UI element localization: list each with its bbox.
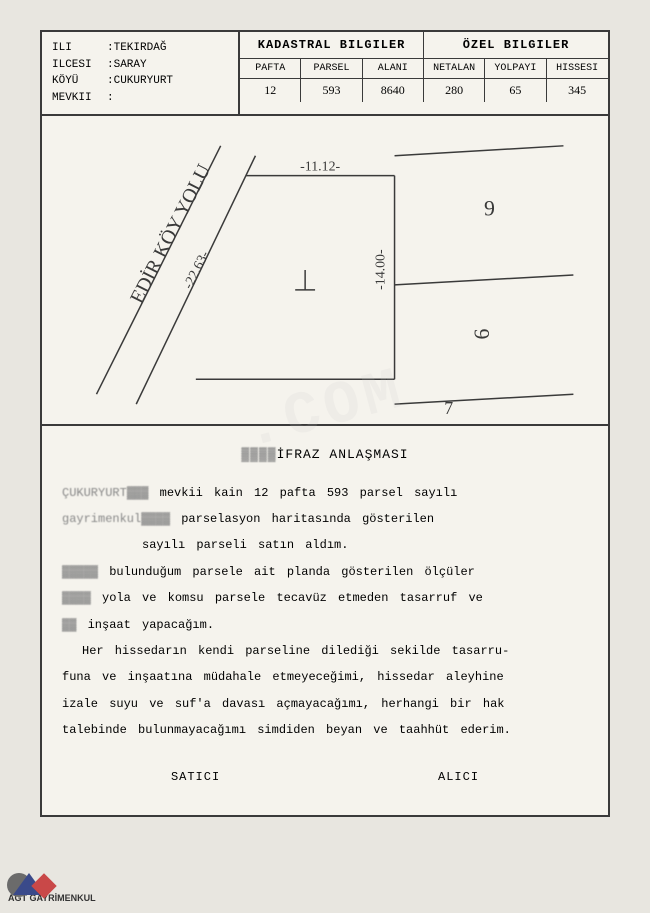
agt-logo: AGT GAYRİMENKUL: [5, 861, 96, 903]
agreement-line1: mevkii kain 12 pafta 593 parsel sayılı: [160, 486, 458, 500]
val-pafta: 12: [240, 79, 301, 102]
agreement-section: ▓▓▓▓İFRAZ ANLAŞMASI ÇUKURYURT▓▓▓ mevkii …: [42, 426, 608, 815]
col-hissesi: HISSESI: [547, 59, 608, 78]
header-section: ILI : TEKIRDAĞ ILCESI : SARAY KÖYÜ : CUK…: [42, 32, 608, 116]
val-yolpayi: 65: [485, 79, 546, 102]
agreement-line5: yola ve komsu parsele tecavüz etmeden ta…: [102, 591, 483, 605]
koyu-value: CUKURYURT: [114, 73, 173, 90]
koyu-label: KÖYÜ: [52, 73, 107, 90]
label-6: 6: [470, 329, 494, 340]
val-parsel: 593: [301, 79, 362, 102]
agreement-body: ÇUKURYURT▓▓▓ mevkii kain 12 pafta 593 pa…: [62, 480, 588, 744]
mevkii-label: MEVKII: [52, 90, 107, 107]
val-netalan: 280: [424, 79, 485, 102]
road-label: EDİR KÖY YOLU: [126, 161, 215, 307]
agreement-line2: parselasyon haritasında gösterilen: [181, 512, 434, 526]
alici-label: ALICI: [438, 764, 479, 790]
col-parsel: PARSEL: [301, 59, 362, 78]
signatures: SATICI ALICI: [62, 764, 588, 790]
logo-icon: [5, 865, 60, 900]
agreement-line10: talebinde bulunmayacağımı simdiden beyan…: [62, 723, 511, 737]
satici-label: SATICI: [171, 764, 220, 790]
col-alani: ALANI: [363, 59, 424, 78]
dim-left: -22.63-: [181, 248, 213, 291]
kadastral-header: KADASTRAL BILGILER: [240, 32, 424, 58]
agreement-line9: izale suyu ve suf'a davası açmayacağımı,…: [62, 697, 504, 711]
data-table: KADASTRAL BILGILER ÖZEL BILGILER PAFTA P…: [240, 32, 608, 114]
col-netalan: NETALAN: [424, 59, 485, 78]
ilcesi-value: SARAY: [114, 57, 147, 74]
il-label: ILI: [52, 40, 107, 57]
col-yolpayi: YOLPAYI: [485, 59, 546, 78]
label-7: 7: [444, 398, 453, 418]
val-hissesi: 345: [547, 79, 608, 102]
ilcesi-label: ILCESI: [52, 57, 107, 74]
il-value: TEKIRDAĞ: [114, 40, 167, 57]
agreement-line7: Her hissedarın kendi parseline dilediği …: [82, 644, 509, 658]
dim-top: -11.12-: [300, 160, 340, 175]
dim-right: -14.00-: [374, 249, 389, 290]
cadastral-document: ILI : TEKIRDAĞ ILCESI : SARAY KÖYÜ : CUK…: [40, 30, 610, 817]
label-9: 9: [484, 196, 495, 220]
agreement-title: ▓▓▓▓İFRAZ ANLAŞMASI: [62, 441, 588, 470]
parcel-diagram: EDİR KÖY YOLU -11.12- -22.63- -14.00- 9 …: [42, 116, 608, 426]
diagram-svg: EDİR KÖY YOLU -11.12- -22.63- -14.00- 9 …: [42, 116, 608, 424]
agreement-line6: inşaat yapacağım.: [88, 618, 214, 632]
location-info: ILI : TEKIRDAĞ ILCESI : SARAY KÖYÜ : CUK…: [42, 32, 240, 114]
col-pafta: PAFTA: [240, 59, 301, 78]
agreement-line8: funa ve inşaatına müdahale etmeyeceğimi,…: [62, 670, 504, 684]
agreement-line3: sayılı parseli satın aldım.: [142, 538, 348, 552]
ozel-header: ÖZEL BILGILER: [424, 32, 608, 58]
agreement-line4: bulunduğum parsele ait planda gösterilen…: [109, 565, 475, 579]
val-alani: 8640: [363, 79, 424, 102]
